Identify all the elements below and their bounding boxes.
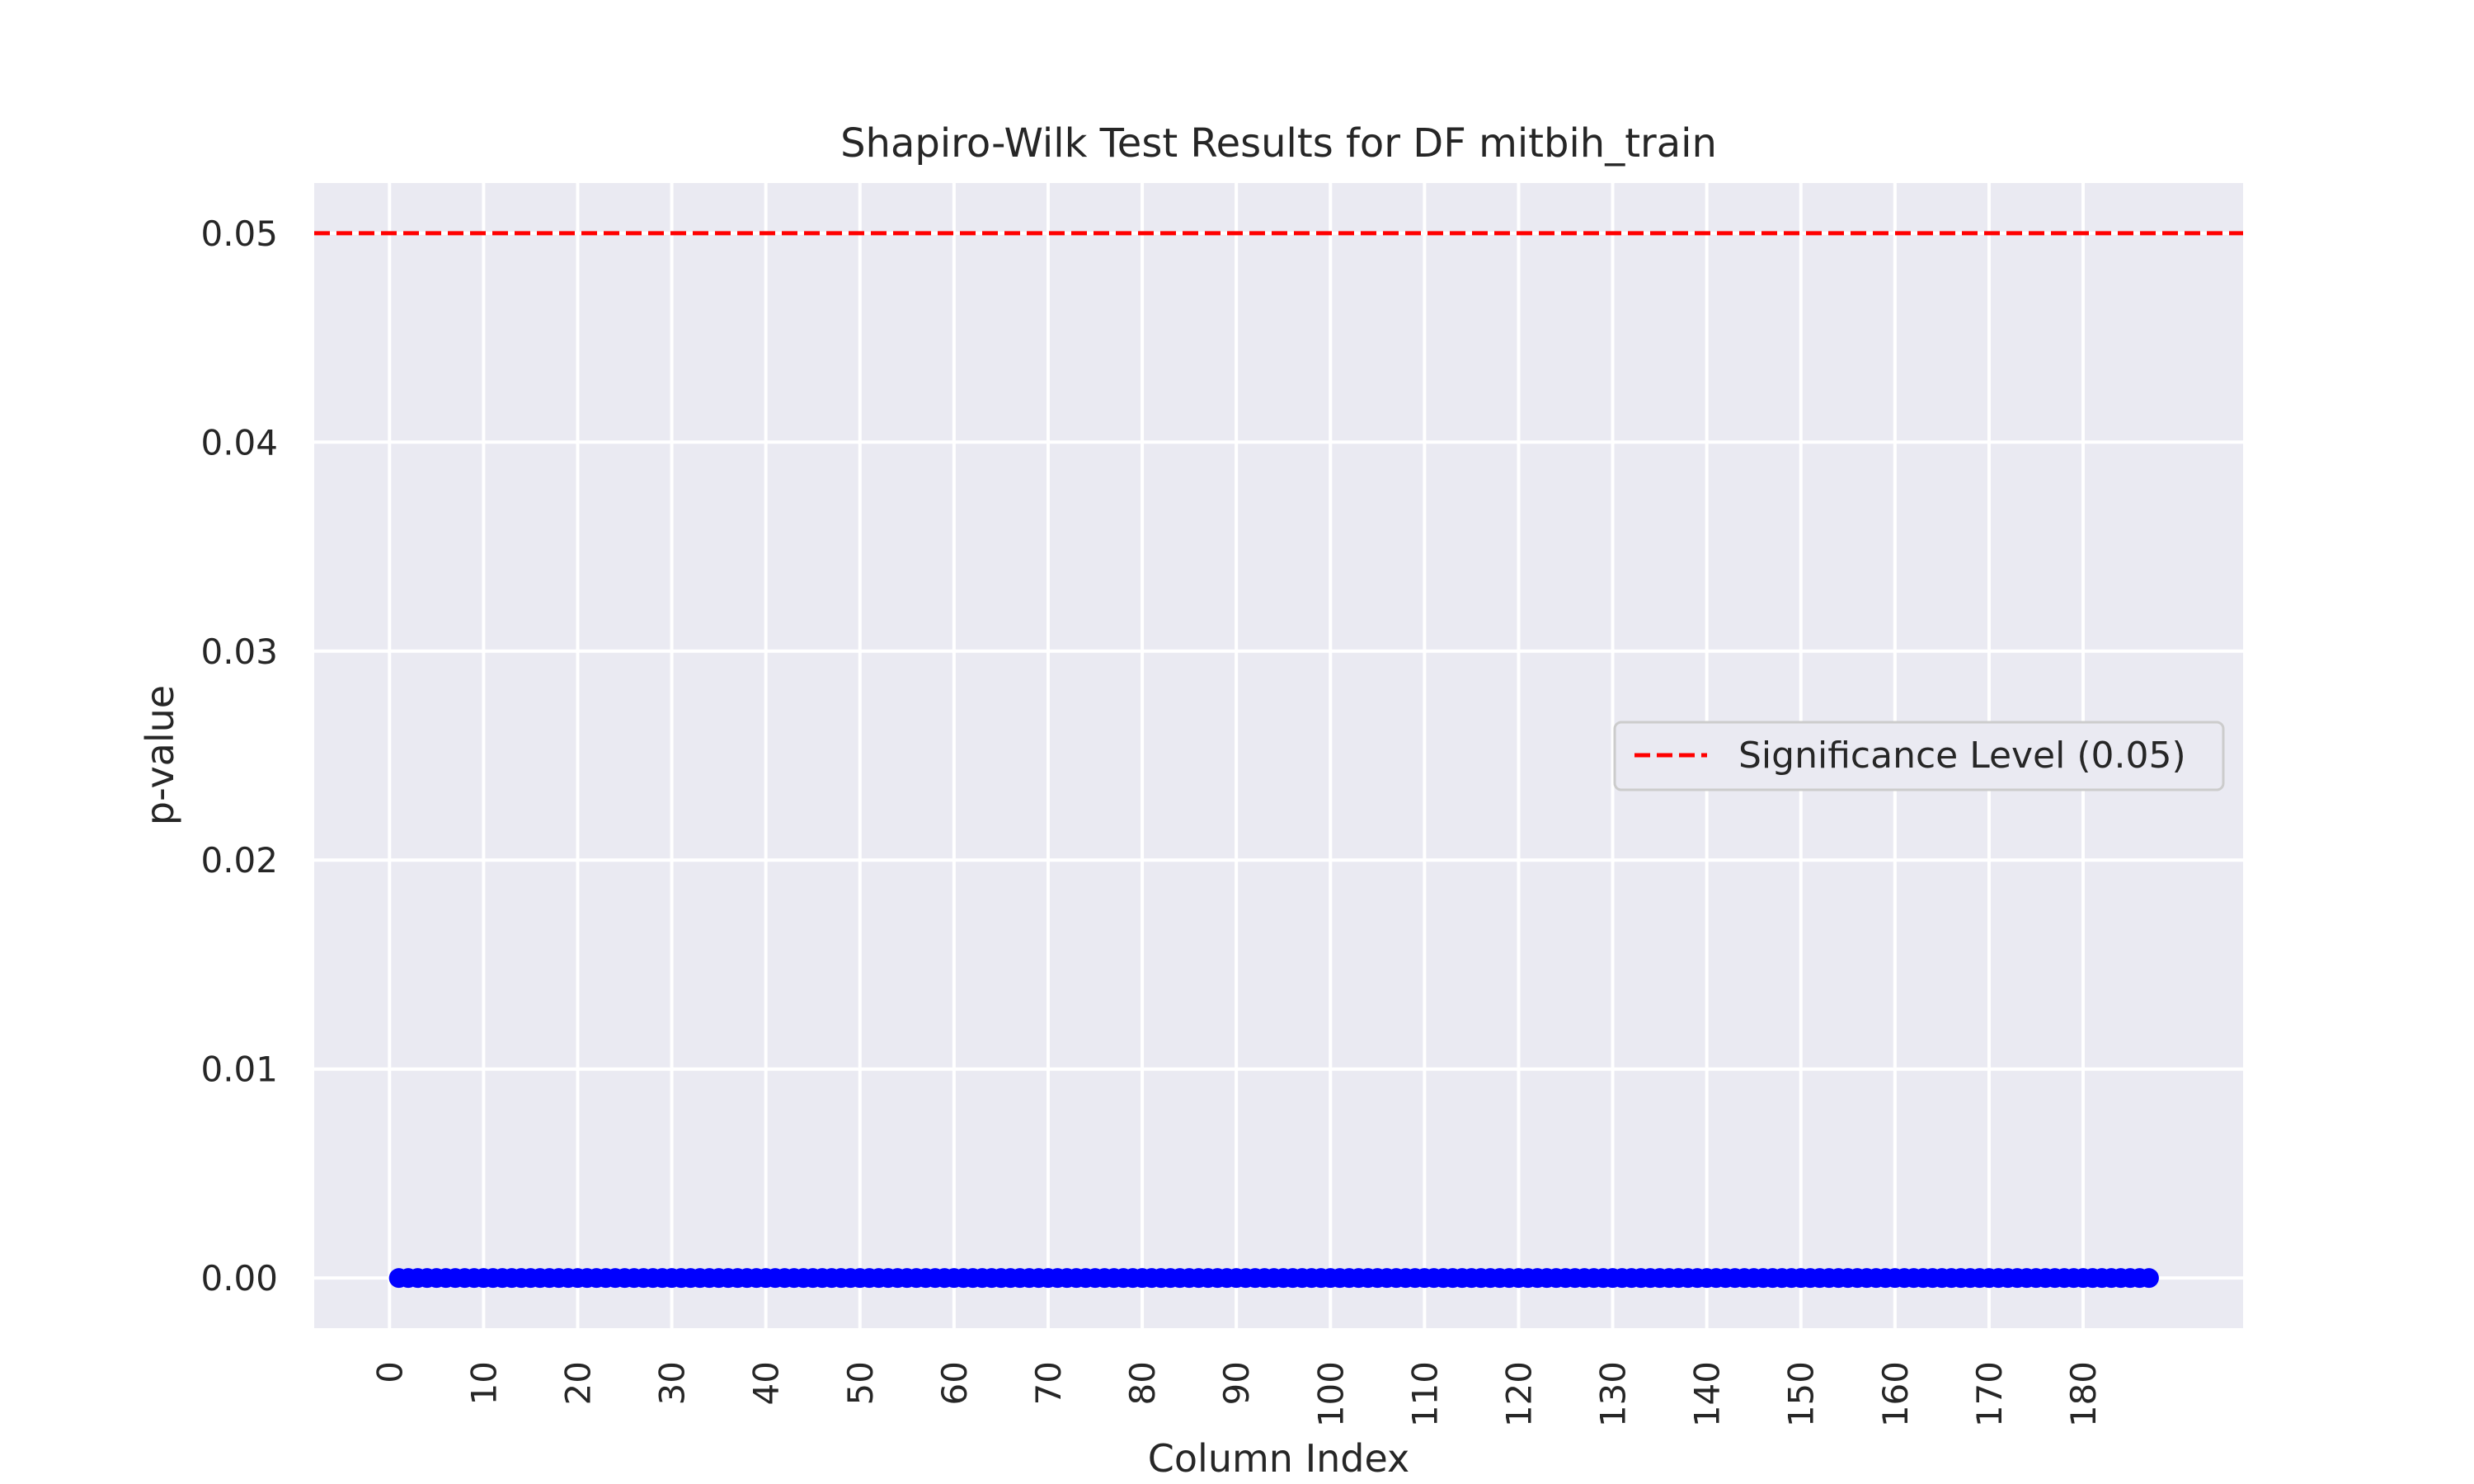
y-tick-label: 0.02 [200, 840, 278, 881]
chart-title: Shapiro-Wilk Test Results for DF mitbih_… [840, 120, 1717, 167]
x-tick-label: 60 [934, 1361, 975, 1405]
legend-label: Significance Level (0.05) [1738, 735, 2186, 777]
x-tick-label: 50 [840, 1361, 881, 1405]
y-tick-label: 0.01 [200, 1050, 278, 1090]
x-tick-label: 170 [1969, 1361, 2010, 1427]
x-tick-label: 70 [1028, 1361, 1069, 1405]
x-tick-label: 40 [746, 1361, 787, 1405]
data-point [2138, 1268, 2159, 1289]
x-tick-label: 10 [463, 1361, 504, 1405]
x-tick-labels: 0 10 20 30 40 50 60 70 80 90 100 110 120 130 140 150 160… [369, 1361, 2104, 1427]
x-tick-label: 150 [1781, 1361, 1822, 1427]
data-points [388, 1268, 2159, 1289]
legend: Significance Level (0.05) [1613, 721, 2225, 791]
y-tick-label: 0.00 [200, 1258, 278, 1298]
y-tick-label: 0.03 [200, 632, 278, 672]
x-tick-label: 100 [1310, 1361, 1351, 1427]
legend-box [1613, 721, 2225, 791]
x-tick-label: 30 [652, 1361, 693, 1405]
y-tick-label: 0.05 [200, 214, 278, 254]
y-tick-label: 0.04 [200, 422, 278, 463]
x-tick-label: 90 [1216, 1361, 1257, 1405]
x-tick-label: 110 [1404, 1361, 1445, 1427]
y-tick-labels: 0.00 0.01 0.02 0.03 0.04 0.05 [200, 214, 278, 1298]
x-tick-label: 180 [2063, 1361, 2104, 1427]
x-tick-label: 160 [1875, 1361, 1916, 1427]
x-tick-label: 130 [1593, 1361, 1634, 1427]
x-tick-label: 80 [1122, 1361, 1163, 1405]
x-tick-label: 20 [557, 1361, 598, 1405]
x-tick-label: 120 [1498, 1361, 1539, 1427]
y-axis-label: p-value [138, 685, 182, 825]
x-axis-label: Column Index [1148, 1436, 1409, 1481]
x-tick-label: 0 [369, 1361, 410, 1383]
x-tick-label: 140 [1687, 1361, 1728, 1427]
